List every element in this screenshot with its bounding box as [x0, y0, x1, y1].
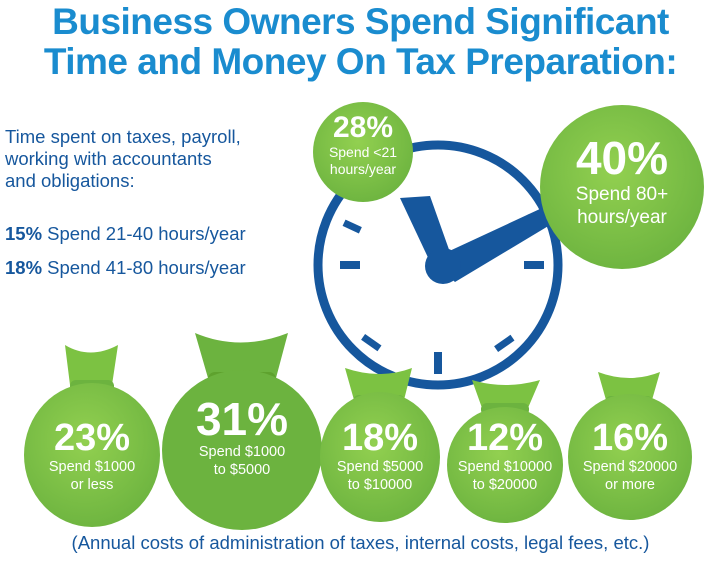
circle-desc-line-2: hours/year — [329, 161, 397, 177]
bag-18-percent-text: 18% Spend $5000 to $10000 — [310, 418, 450, 494]
bag-desc-line-2: to $20000 — [472, 477, 538, 493]
bag-percent: 31% — [195, 393, 289, 445]
footer-note: (Annual costs of administration of taxes… — [71, 532, 650, 553]
time-intro-text: Time spent on taxes, payroll, working wi… — [5, 126, 305, 192]
circle-desc-line-1: Spend <21 — [328, 144, 398, 160]
bag-desc-line-1: Spend $1000 — [48, 459, 136, 475]
intro-line-3: and obligations: — [5, 170, 135, 191]
circle-40-percent — [540, 105, 704, 269]
bag-31-percent-text: 31% Spend $1000 to $5000 — [172, 395, 312, 479]
circle-desc-line-1: Spend 80+ — [575, 184, 669, 205]
stat-percent: 15% — [5, 223, 43, 244]
intro-line-2: working with accountants — [5, 148, 212, 169]
circle-percent: 28% — [332, 111, 394, 144]
bag-percent: 12% — [466, 417, 544, 459]
bag-desc-line-2: or more — [605, 477, 655, 493]
circle-28-percent-text: 28% Spend <21 hours/year — [313, 112, 413, 178]
circle-28-percent — [313, 102, 413, 202]
bag-percent: 16% — [591, 417, 669, 459]
bag-desc-line-1: Spend $5000 — [336, 459, 424, 475]
money-bag-23-percent — [24, 345, 160, 527]
money-bag-18-percent — [320, 368, 440, 522]
title-line-1: Business Owners Spend Significant — [52, 1, 669, 42]
bag-desc-line-2: to $10000 — [347, 477, 413, 493]
bag-desc-line-1: Spend $20000 — [582, 459, 678, 475]
bag-desc-line-2: to $5000 — [213, 462, 271, 478]
bag-23-percent-text: 23% Spend $1000 or less — [22, 418, 162, 494]
bag-12-percent-text: 12% Spend $10000 to $20000 — [435, 418, 575, 494]
circle-percent: 40% — [575, 132, 669, 184]
stat-41-80-hours: 18% Spend 41-80 hours/year — [5, 257, 246, 279]
bag-16-percent-text: 16% Spend $20000 or more — [560, 418, 700, 494]
bag-desc-line-2: or less — [70, 477, 114, 493]
stat-label: Spend 41-80 hours/year — [47, 257, 246, 278]
bag-percent: 23% — [53, 417, 131, 459]
bag-desc-line-1: Spend $10000 — [457, 459, 553, 475]
title-line-2: Time and Money On Tax Preparation: — [43, 41, 678, 82]
stat-21-40-hours: 15% Spend 21-40 hours/year — [5, 223, 246, 245]
clock-icon — [313, 140, 563, 390]
bag-percent: 18% — [341, 417, 419, 459]
money-bag-31-percent — [162, 333, 322, 530]
stat-percent: 18% — [5, 257, 43, 278]
infographic-title: Business Owners Spend Significant Time a… — [0, 2, 721, 82]
stat-label: Spend 21-40 hours/year — [47, 223, 246, 244]
bag-desc-line-1: Spend $1000 — [198, 444, 286, 460]
circle-desc-line-2: hours/year — [577, 207, 667, 228]
circle-40-percent-text: 40% Spend 80+ hours/year — [545, 133, 699, 229]
money-bag-16-percent — [568, 372, 692, 520]
intro-line-1: Time spent on taxes, payroll, — [5, 126, 241, 147]
money-bag-12-percent — [447, 380, 563, 523]
